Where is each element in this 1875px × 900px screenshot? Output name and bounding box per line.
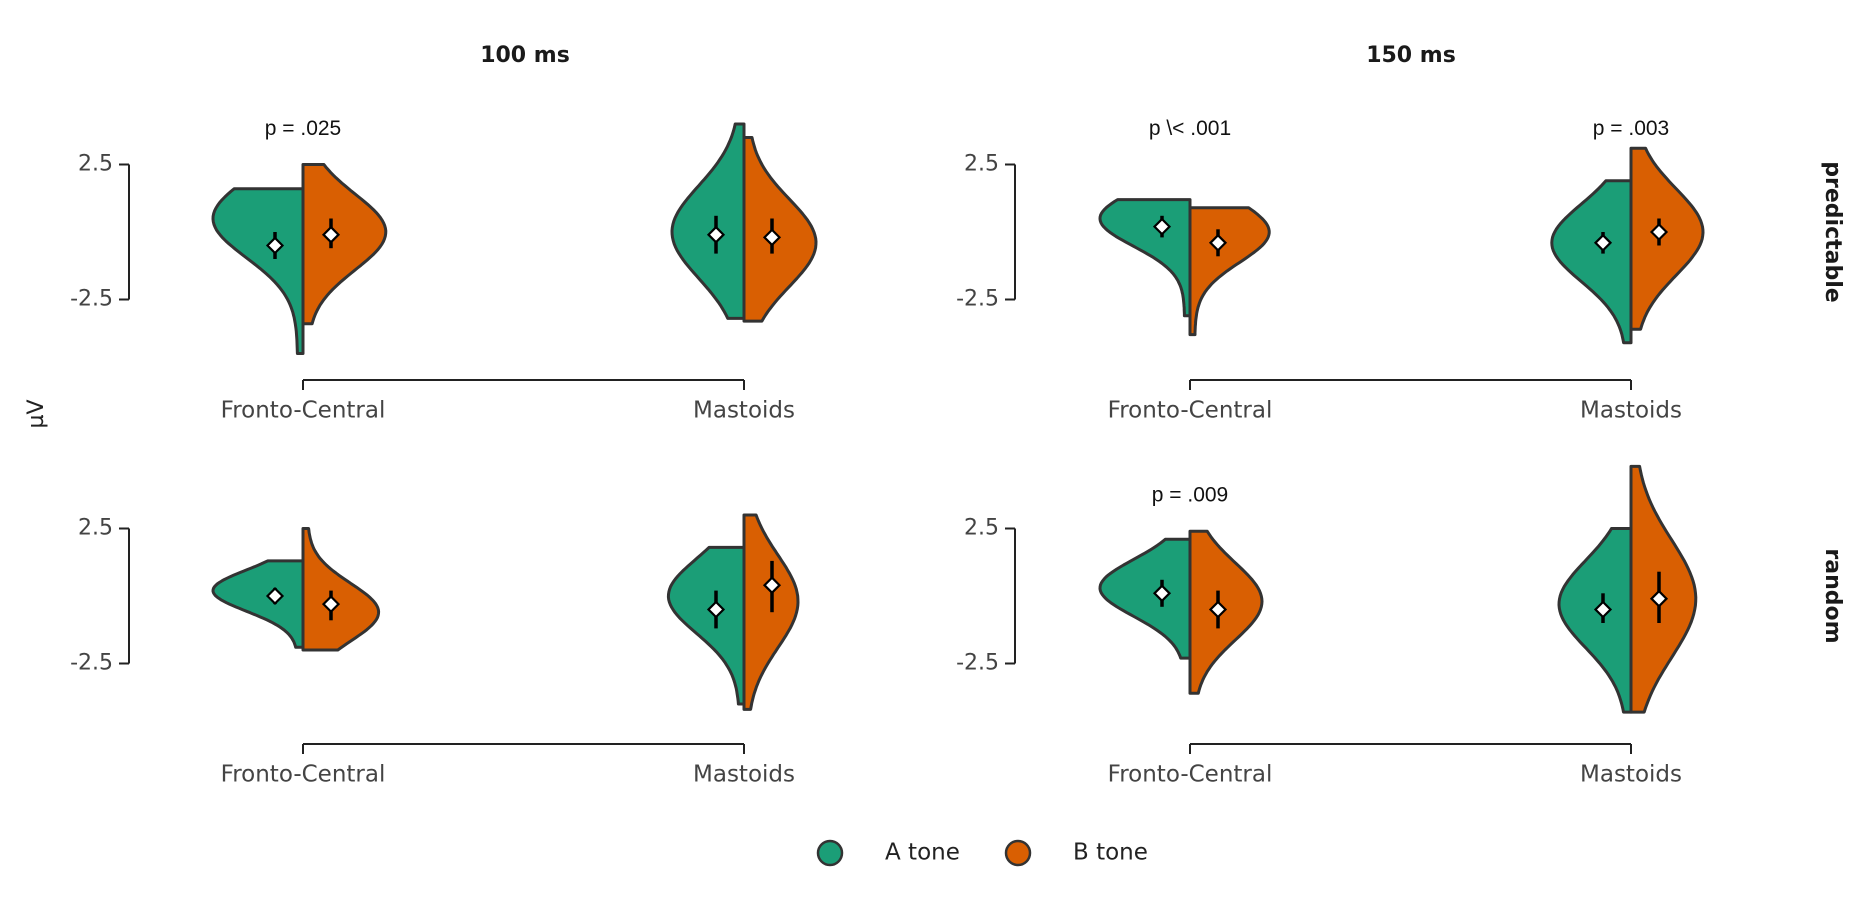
legend-swatch-b-tone: [1004, 839, 1032, 867]
mean-marker-mastoids-b-tone: [1649, 222, 1669, 242]
violin-fronto-central-a-tone: [1098, 537, 1192, 660]
x-tick-label-mastoids: Mastoids: [693, 398, 795, 424]
violin-mastoids-a-tone: [1550, 179, 1633, 345]
mean-marker-mastoids-a-tone: [1593, 600, 1613, 619]
x-tick-label-fronto-central: Fronto-Central: [221, 762, 386, 788]
panel-predictable-100-ms: 2.5 -2.5 Fronto-Central Mastoids p = .025: [70, 117, 818, 424]
mean-marker-mastoids-b-tone: [762, 228, 782, 247]
violin-fronto-central-a-tone: [1098, 198, 1192, 318]
y-tick-label: 2.5: [78, 152, 113, 177]
panel-predictable-150-ms: 2.5 -2.5 Fronto-Central Mastoids p \< .001 p …: [956, 117, 1705, 424]
x-tick-label-mastoids: Mastoids: [693, 762, 795, 788]
mean-marker-fronto-central-a-tone: [265, 586, 285, 606]
column-title-100-ms: 100 ms: [480, 43, 570, 68]
mean-marker-fronto-central-a-tone: [1152, 584, 1172, 603]
y-tick-label: -2.5: [70, 287, 113, 312]
mean-marker-fronto-central-b-tone: [1208, 233, 1228, 252]
violin-fronto-central-b-tone: [301, 527, 381, 652]
violin-mastoids-b-tone: [742, 136, 818, 323]
p-value-annotation: p = .025: [265, 117, 341, 140]
mean-marker-fronto-central-a-tone: [1152, 217, 1172, 236]
x-tick-label-mastoids: Mastoids: [1580, 762, 1682, 788]
y-tick-label: 2.5: [78, 516, 113, 541]
mean-marker-mastoids-a-tone: [706, 600, 726, 619]
row-label-predictable: predictable: [1820, 161, 1845, 302]
y-tick-label: 2.5: [964, 152, 999, 177]
violin-fronto-central-a-tone: [211, 187, 305, 355]
x-tick-label-mastoids: Mastoids: [1580, 398, 1682, 424]
violin-mastoids-a-tone: [670, 122, 746, 320]
violin-fronto-central-b-tone: [1188, 529, 1264, 695]
y-tick-label: 2.5: [964, 516, 999, 541]
violin-fronto-central-b-tone: [1188, 206, 1271, 337]
x-tick-label-fronto-central: Fronto-Central: [221, 398, 386, 424]
violin-mastoids-a-tone: [1557, 527, 1633, 714]
legend: A tone B tone: [816, 839, 1148, 867]
p-value-annotation: p = .009: [1152, 484, 1228, 507]
x-tick-label-fronto-central: Fronto-Central: [1108, 762, 1273, 788]
mean-marker-fronto-central-b-tone: [1208, 600, 1228, 619]
y-tick-label: -2.5: [956, 651, 999, 676]
legend-label-b-tone: B tone: [1073, 840, 1148, 866]
mean-marker-mastoids-b-tone: [1649, 589, 1669, 608]
violin-mastoids-b-tone: [1629, 146, 1705, 331]
violin-fronto-central-b-tone: [301, 163, 388, 326]
violin-fronto-central-a-tone: [211, 559, 305, 649]
legend-swatch-a-tone: [816, 839, 844, 867]
panel-random-100-ms: 2.5 -2.5 Fronto-Central Mastoids: [70, 513, 800, 788]
mean-marker-mastoids-a-tone: [706, 225, 726, 244]
violin-mastoids-a-tone: [666, 545, 746, 706]
y-tick-label: -2.5: [70, 651, 113, 676]
mean-marker-mastoids-b-tone: [762, 576, 782, 595]
panel-random-150-ms: 2.5 -2.5 Fronto-Central Mastoids p = .009: [956, 464, 1698, 788]
row-label-random: random: [1820, 548, 1845, 643]
p-value-annotation: p \< .001: [1149, 117, 1231, 140]
mean-marker-fronto-central-b-tone: [321, 595, 341, 614]
mean-marker-fronto-central-a-tone: [265, 236, 285, 255]
y-axis-label: µV: [24, 399, 49, 428]
x-tick-label-fronto-central: Fronto-Central: [1108, 398, 1273, 424]
mean-marker-mastoids-a-tone: [1593, 233, 1613, 252]
legend-label-a-tone: A tone: [885, 840, 960, 866]
p-value-annotation: p = .003: [1593, 117, 1669, 140]
mean-marker-fronto-central-b-tone: [321, 225, 341, 244]
violin-mastoids-b-tone: [1629, 464, 1698, 714]
column-title-150-ms: 150 ms: [1366, 43, 1456, 68]
y-tick-label: -2.5: [956, 287, 999, 312]
